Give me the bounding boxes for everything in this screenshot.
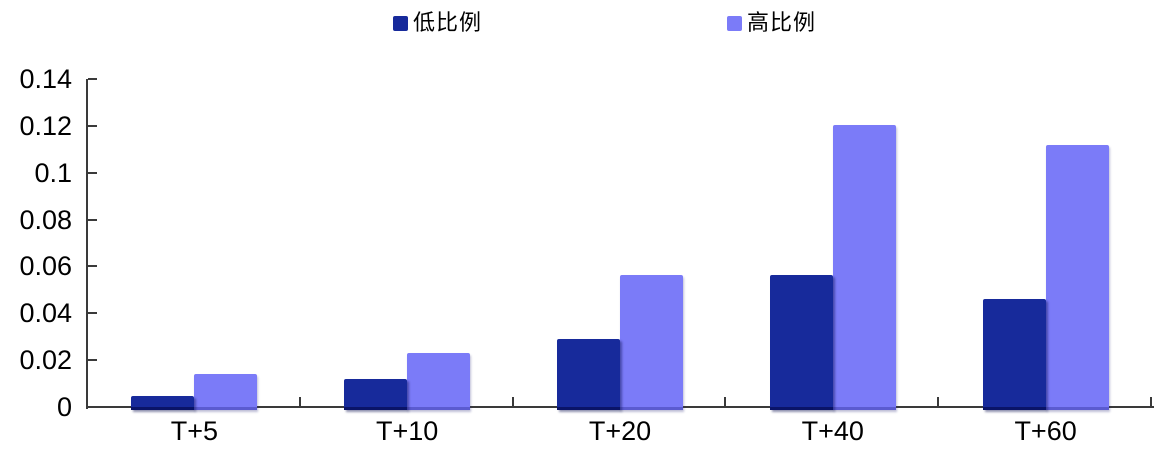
y-axis-tick-label: 0.06 — [19, 251, 72, 282]
y-axis-tick-mark — [88, 124, 97, 127]
legend-swatch-low-ratio — [393, 15, 408, 31]
bar-low-ratio-T+5 — [131, 396, 195, 410]
bar-high-ratio-T+60 — [1045, 144, 1109, 410]
x-axis-category-label: T+5 — [170, 416, 219, 446]
legend-item-low-ratio: 低比例 — [393, 12, 482, 34]
bar-high-ratio-T+10 — [407, 353, 471, 410]
x-axis-tick-mark — [298, 397, 301, 407]
y-axis-tick-label: 0.08 — [19, 204, 72, 235]
bar-low-ratio-T+10 — [344, 378, 408, 410]
x-axis-tick-mark — [1150, 397, 1152, 407]
bar-low-ratio-T+60 — [982, 299, 1046, 410]
legend-label-low-ratio: 低比例 — [413, 10, 483, 35]
x-axis-tick-mark — [511, 397, 514, 407]
bar-high-ratio-T+5 — [194, 374, 258, 410]
y-axis-tick-label: 0 — [56, 392, 72, 422]
legend-item-high-ratio: 高比例 — [727, 12, 816, 34]
bar-low-ratio-T+40 — [769, 274, 833, 410]
x-axis-category-label: T+20 — [588, 416, 652, 446]
x-axis-category-label: T+40 — [801, 416, 864, 446]
y-axis-tick-mark — [88, 265, 97, 268]
x-axis-tick-mark — [937, 397, 940, 407]
y-axis-tick-mark — [88, 312, 97, 315]
x-axis-category-label: T+10 — [376, 416, 439, 446]
y-axis-tick-label: 0.02 — [19, 345, 72, 376]
bar-high-ratio-T+40 — [832, 124, 896, 410]
bar-low-ratio-T+20 — [557, 339, 620, 410]
y-axis-tick-label: 0.1 — [34, 157, 72, 188]
x-axis-category-label: T+60 — [1014, 416, 1077, 446]
y-axis-tick-mark — [88, 171, 97, 174]
bar-high-ratio-T+20 — [620, 274, 683, 410]
y-axis-line — [86, 79, 88, 409]
legend-swatch-high-ratio — [727, 15, 742, 31]
y-axis-tick-mark — [88, 218, 97, 221]
y-axis-tick-label: 0.14 — [19, 64, 72, 94]
y-axis-tick-label: 0.04 — [19, 298, 72, 329]
legend-label-high-ratio: 高比例 — [747, 10, 817, 35]
y-axis-tick-label: 0.12 — [19, 110, 72, 141]
y-axis-tick-mark — [88, 78, 97, 80]
x-axis-tick-mark — [724, 397, 727, 407]
y-axis-tick-mark — [88, 359, 97, 362]
